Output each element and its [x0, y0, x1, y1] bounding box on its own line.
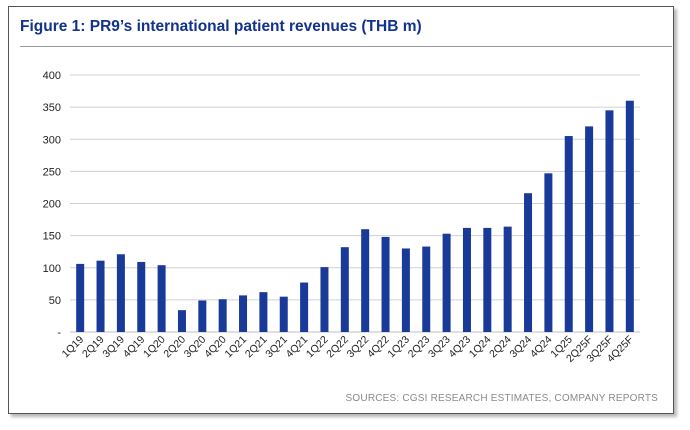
bar-3Q20 — [198, 300, 207, 332]
x-axis-ticks: 1Q192Q193Q194Q191Q202Q203Q204Q201Q212Q21… — [60, 334, 636, 365]
bar-4Q22 — [381, 236, 390, 332]
x-tick-label: 2Q21 — [243, 334, 270, 361]
y-tick-label: 250 — [43, 166, 61, 178]
bar-2Q23 — [422, 246, 431, 332]
bar-3Q22 — [361, 229, 370, 332]
x-tick-label: 2Q23 — [406, 334, 433, 361]
x-tick-label: 1Q22 — [304, 334, 331, 361]
y-tick-label: 100 — [43, 263, 61, 275]
x-tick-label: 3Q24 — [508, 334, 535, 361]
x-tick-label: 2Q19 — [80, 334, 107, 361]
bar-2Q24 — [503, 226, 512, 332]
x-tick-label: 3Q23 — [426, 334, 453, 361]
x-tick-label: 4Q21 — [284, 334, 311, 361]
x-tick-label: 2Q24 — [487, 334, 514, 361]
x-tick-label: 1Q20 — [141, 334, 168, 361]
x-tick-label: 3Q19 — [100, 334, 127, 361]
bar-1Q25 — [564, 136, 573, 332]
x-tick-label: 4Q20 — [202, 334, 229, 361]
x-tick-label: 1Q19 — [60, 334, 87, 361]
bar-2Q20 — [177, 310, 186, 332]
x-tick-label: 4Q19 — [121, 334, 148, 361]
bar-4Q21 — [300, 282, 309, 332]
x-tick-label: 2Q22 — [324, 334, 351, 361]
y-tick-label: 50 — [49, 295, 61, 307]
bar-1Q22 — [320, 267, 329, 332]
bar-4Q24 — [544, 173, 553, 332]
y-tick-label: 300 — [43, 134, 61, 146]
bar-1Q21 — [239, 295, 248, 332]
bar-3Q23 — [442, 233, 451, 332]
title-divider — [20, 46, 672, 47]
x-tick-label: 3Q20 — [182, 334, 209, 361]
y-tick-label: 150 — [43, 231, 61, 243]
bar-3Q21 — [279, 296, 288, 332]
gridlines — [70, 74, 640, 333]
x-tick-label: 1Q23 — [385, 334, 412, 361]
bar-2Q22 — [340, 247, 349, 332]
bar-1Q19 — [76, 263, 85, 332]
bar-1Q24 — [483, 227, 492, 332]
x-tick-label: 1Q21 — [223, 334, 250, 361]
x-tick-label: 1Q24 — [467, 334, 494, 361]
x-tick-label: 3Q22 — [345, 334, 372, 361]
x-tick-label: 4Q24 — [528, 334, 555, 361]
x-tick-label: 4Q23 — [446, 334, 473, 361]
bar-1Q20 — [157, 265, 166, 332]
x-tick-label: 4Q22 — [365, 334, 392, 361]
y-tick-label: 200 — [43, 199, 61, 211]
y-tick-label: - — [57, 327, 61, 339]
source-note: SOURCES: CGSI RESEARCH ESTIMATES, COMPAN… — [345, 393, 658, 404]
bar-3Q24 — [524, 193, 533, 332]
bar-4Q23 — [462, 227, 471, 332]
bar-2Q21 — [259, 292, 268, 332]
bars — [76, 100, 634, 333]
y-tick-label: 350 — [43, 102, 61, 114]
figure-title: Figure 1: PR9’s international patient re… — [20, 18, 422, 35]
bar-1Q23 — [401, 248, 410, 332]
bar-3Q19 — [116, 254, 125, 332]
bar-3Q25F — [605, 110, 614, 333]
bar-2Q25F — [585, 126, 594, 333]
bar-4Q19 — [137, 261, 146, 332]
y-axis-ticks: - 50 100 150 200 250 300 350 400 — [43, 70, 62, 339]
bar-2Q19 — [96, 260, 105, 332]
figure-frame — [8, 6, 674, 414]
y-tick-label: 400 — [43, 70, 61, 82]
bar-4Q20 — [218, 299, 227, 332]
x-tick-label: 3Q21 — [263, 334, 290, 361]
bar-4Q25F — [625, 100, 634, 332]
x-tick-label: 2Q20 — [161, 334, 188, 361]
